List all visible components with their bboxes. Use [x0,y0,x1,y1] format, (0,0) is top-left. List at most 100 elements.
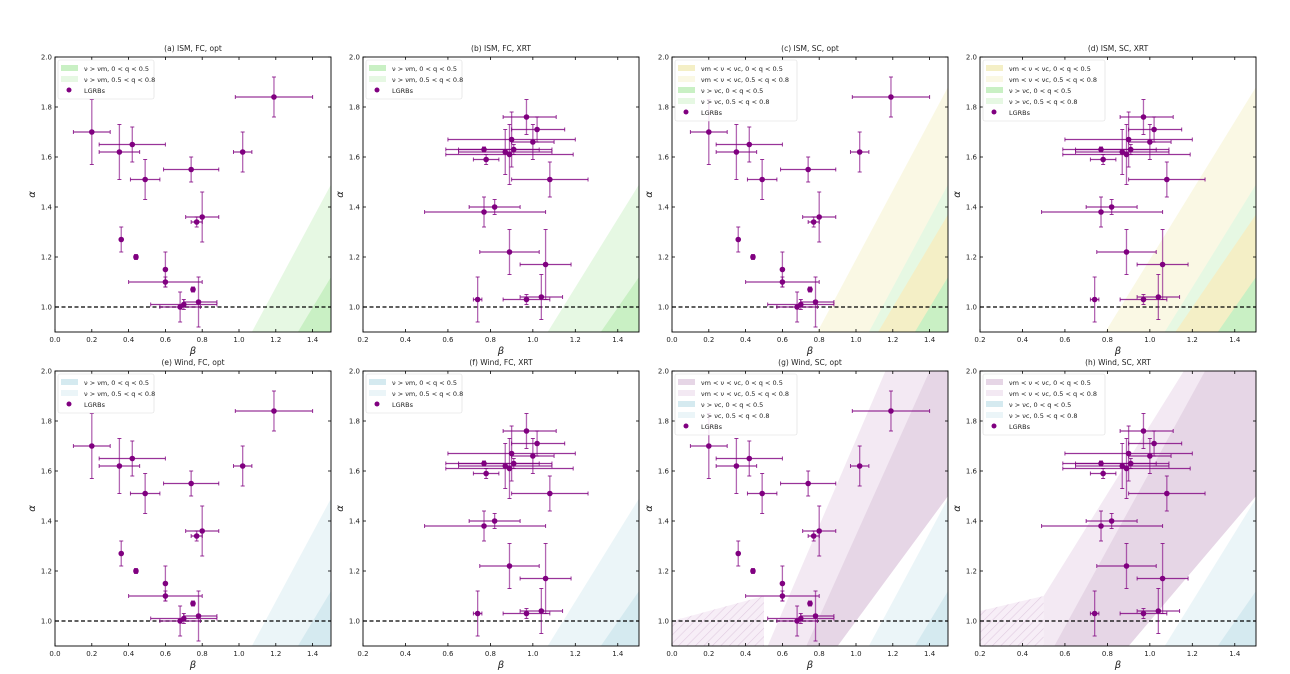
panel-e: 0.0 0.2 0.4 0.6 0.8 1.0 1.2 1.4 1.0 1.2 1.4 1.6 1.8 2… [27,358,332,671]
x-tick-label: 1.0 [850,336,861,344]
y-tick-label: 1.2 [41,568,52,576]
legend-swatch [678,76,695,82]
data-point [1089,590,1100,637]
shaded-regions [547,184,639,332]
marker [1147,139,1153,145]
data-point [234,390,314,432]
axes-frame [362,56,640,333]
data-point [190,530,203,542]
marker [271,408,277,414]
marker [116,149,123,155]
legend-swatch [986,390,1003,396]
data-point [715,440,783,477]
data-point [1089,468,1117,479]
marker [856,463,863,469]
legend-marker [683,423,689,429]
marker [133,254,139,260]
data-point [511,124,555,160]
y-tick-label: 1.6 [349,154,361,162]
legend-label: LGRBs [84,87,106,95]
marker [481,523,487,529]
data-point [776,605,818,637]
data-point [232,445,253,487]
data-point [472,276,483,323]
y-axis-label: α [644,191,655,198]
x-tick-label: 1.0 [1144,650,1155,658]
marker [1140,296,1147,303]
legend-swatch [678,379,695,385]
marker [89,129,95,135]
data-point [849,445,870,487]
x-tick-label: 0.2 [974,650,985,658]
legend-label: ν > νm, 0.5 < q < 0.8 [84,390,155,398]
data-point [472,154,500,165]
marker [190,286,196,293]
marker [1091,296,1098,303]
data-point [1128,161,1206,198]
data-point [502,294,551,305]
x-tick-label: 0.4 [123,650,135,658]
marker [1164,490,1170,497]
y-tick-label: 1.6 [349,468,361,476]
legend: νm < ν < νc, 0 < q < 0.5 νm < ν < νc, 0.5… [982,373,1106,436]
marker [805,480,811,487]
marker [523,610,530,617]
panel-h: 0.2 0.4 0.6 0.8 1.0 1.2 1.4 1.0 1.2 1.4 1.6 1.8 2.0 (… [952,358,1257,671]
y-tick-label: 1.8 [41,418,52,426]
data-point [1075,443,1170,489]
y-tick-label: 1.6 [966,468,978,476]
marker [502,463,509,469]
y-tick-label: 2.0 [349,54,360,62]
legend: νm < ν < νc, 0 < q < 0.5 νm < ν < νc, 0.5… [674,59,798,122]
marker [746,141,753,148]
marker [1123,151,1130,158]
data-point [150,299,218,310]
legend-label: ν > νm, 0 < q < 0.5 [84,65,149,73]
marker [1100,470,1106,477]
x-tick-label: 0.6 [160,336,172,344]
x-tick-label: 0.6 [777,336,789,344]
x-tick-label: 0.8 [1102,336,1113,344]
legend-label: ν > νc, 0 < q < 0.5 [701,87,763,95]
marker [508,136,515,143]
marker [271,94,277,100]
marker [1108,204,1115,210]
data-points [424,99,589,323]
x-tick-label: 1.4 [307,336,319,344]
y-tick-label: 2.0 [966,54,977,62]
legend-label: LGRBs [701,109,723,117]
legend-label: ν > νc, 0 < q < 0.5 [1009,87,1071,95]
legend-swatch [61,390,78,396]
marker [1108,518,1115,524]
shaded-region [1175,214,1256,332]
marker [129,141,136,148]
legend-label: ν > νc, 0.5 < q < 0.8 [701,98,770,106]
data-point [468,513,521,529]
shaded-region [806,371,948,646]
x-tick-label: 0.6 [1059,650,1071,658]
y-axis-label: α [27,191,38,198]
marker [816,528,822,534]
legend: ν > νm, 0 < q < 0.5 ν > νm, 0.5 < q < 0.8… [365,59,463,100]
shaded-region [868,498,948,646]
marker [856,149,863,155]
legend: ν > νm, 0 < q < 0.5 ν > νm, 0.5 < q < 0.8… [57,373,155,414]
marker [239,149,246,155]
x-tick-label: 1.2 [887,650,898,658]
legend-marker [991,109,997,115]
marker [1147,453,1153,459]
x-tick-label: 1.4 [612,336,624,344]
y-tick-label: 1.4 [966,204,978,212]
marker [538,608,545,614]
marker [129,455,136,462]
x-tick-label: 0.6 [442,336,454,344]
y-tick-label: 1.8 [349,418,360,426]
legend-marker [374,401,380,407]
marker [162,593,169,599]
marker [162,266,169,273]
y-tick-label: 1.2 [349,254,360,262]
marker [746,455,753,462]
x-axis-label: β [497,346,505,357]
legend: νm < ν < νc, 0 < q < 0.5 νm < ν < νc, 0.5… [982,59,1106,122]
marker [474,296,481,303]
